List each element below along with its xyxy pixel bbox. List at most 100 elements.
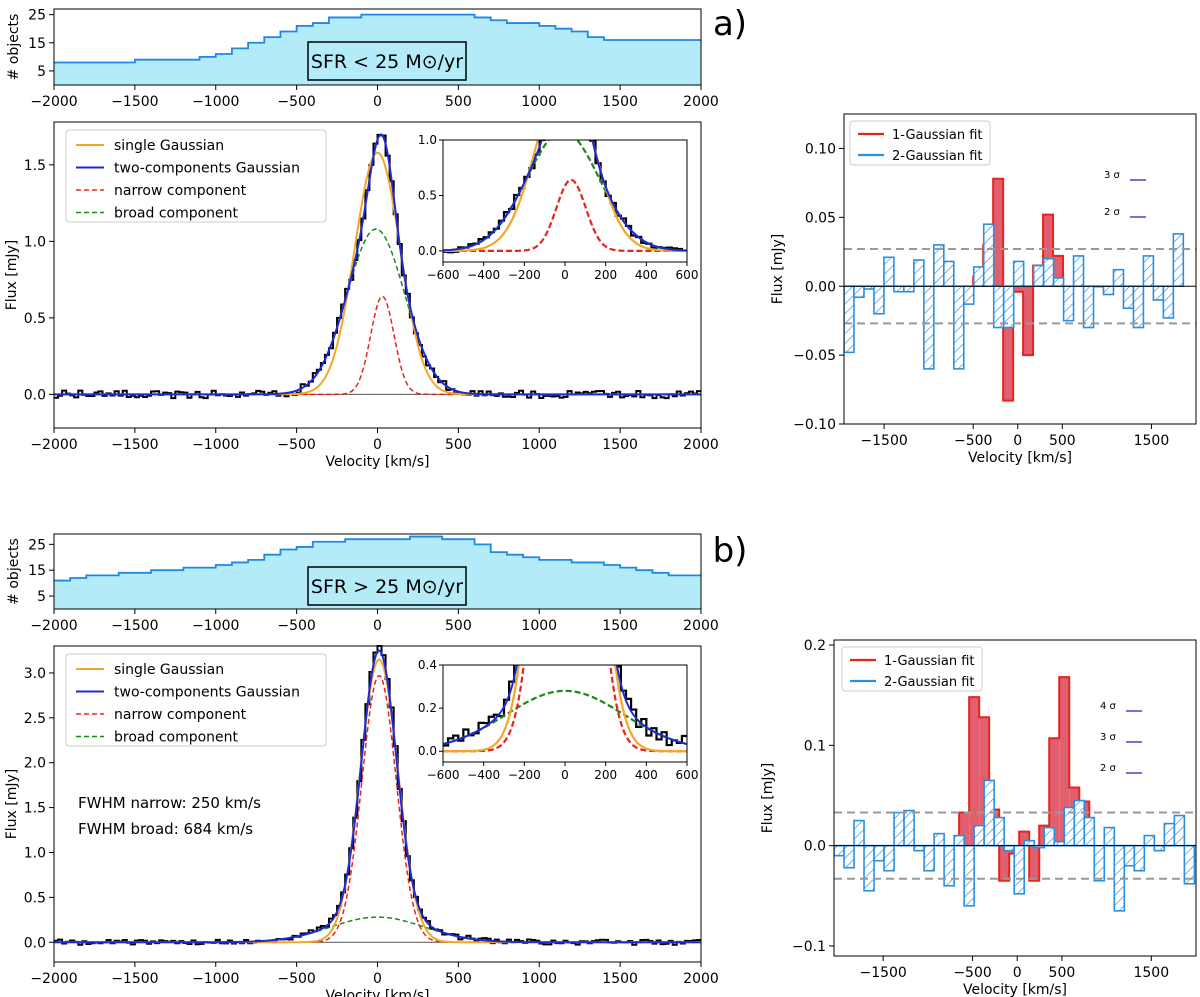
a_spec-xlabel: Velocity [km/s] [325,454,429,470]
a_resid-two-gauss-bar [962,285,975,305]
a_hist-xtick-label: 1000 [521,94,557,110]
b_resid-xtick-label: 500 [1049,965,1076,981]
b_spec-ytick-label: 2.0 [24,756,46,772]
b_spec-xtick-label: −500 [277,971,315,987]
b_spec-inset-two-components-Gaussian-curve [443,665,687,746]
b_spec-xtick-label: 2000 [683,971,719,987]
a_hist-xtick-label: −2000 [30,94,77,110]
b_resid-two-gauss-bar [1153,844,1166,852]
a_hist-xtick-label: 2000 [683,94,719,110]
a_resid-two-gauss-bar [1132,285,1145,329]
b_resid-two-gauss-bar [873,844,885,862]
a_resid-ytick-label: 0.10 [805,141,836,157]
b_hist-xtick-label: 0 [373,618,382,634]
a_resid-two-gauss-bar [972,266,985,288]
b_resid-one-gauss-bar [1029,845,1040,881]
b_resid-xtick-label: 0 [1013,965,1022,981]
a_resid-two-gauss-bar [1112,268,1125,288]
a_resid-ytick-label: −0.10 [793,417,836,433]
b_spec-xtick-label: −1500 [111,971,158,987]
b_spec-inset-xtick-label: 0 [561,768,569,782]
b_spec-inset-bg [443,665,687,762]
b_resid-xtick-label: −500 [953,965,991,981]
a_spec-ylabel: Flux [mJy] [4,240,20,311]
b_spec-ytick-label: 0.5 [24,890,46,906]
b_resid-xtick-label: 1500 [1133,965,1169,981]
a_hist-title-box [307,41,467,81]
a_resid-two-gauss-bar [1062,285,1075,322]
a_resid-two-gauss-bar [1102,285,1115,296]
b_spec-inset: −600 −400 −200 0 200 400 600 0.0 0.2 0.4 [418,658,699,782]
b_spec-axes: −2000 −1500 −1000 −500 0 500 1000 1500 20000.00.… [4,645,719,997]
a_resid-xlabel: Velocity [km/s] [968,450,1072,466]
a_resid-two-gauss-bar [1002,285,1015,329]
b_spec-two-components-Gaussian-curve [54,649,701,944]
b_spec-inset-xtick-label: 400 [635,768,658,782]
a_resid-sigma-label: 2 σ [1104,207,1121,218]
a_spec-xtick-label: −1500 [111,437,158,453]
a_hist-ytick-label: 15 [28,36,46,52]
b_hist-ytick-label: 25 [28,537,46,553]
b_resid-two-gauss-bar [883,844,895,872]
b_hist-xtick-label: −500 [277,618,315,634]
a_spec-inset-ytick-label: 0.5 [418,188,437,202]
b_resid-two-gauss-bar [1053,840,1066,847]
a_resid-ytick-label: 0.05 [805,210,836,226]
a_resid-legend-label: 1-Gaussian fit [892,128,983,143]
a_resid-xtick-label: −1500 [860,433,907,449]
a_hist-xtick-label: 1500 [602,94,638,110]
b_resid-two-gauss-bar [943,844,955,887]
a_spec-ytick-label: 1.0 [24,234,46,250]
a_resid-two-gauss-bar [1012,260,1025,288]
a_resid-two-gauss-bar [853,285,865,299]
a_resid-axes: −1500 −500 0 500 1500 −0.10 −0.05 0.00 0.05 0.10 V… [770,113,1197,466]
b_spec-legend-label: single Gaussian [114,662,224,678]
b_hist-ylabel: # objects [6,538,22,605]
b_resid-two-gauss-bar [1013,844,1026,895]
b_spec-inset-xtick-label: −400 [467,768,500,782]
a_resid-two-gauss-bar [952,285,965,370]
a_spec-narrow-component-curve [54,295,701,396]
b_resid-two-gauss-bar [1103,826,1116,847]
a_hist-xtick-label: −1000 [192,94,239,110]
b_spec-annotation: FWHM broad: 684 km/s [78,820,253,838]
b_resid-content [834,676,1196,912]
a_resid-one-gauss-bar [1013,286,1024,292]
b_resid-two-gauss-bar [1133,844,1146,872]
a_resid-one-gauss-bar [1023,286,1034,356]
a_resid-ytick-label: −0.05 [793,348,836,364]
a_spec-inset: −600 −400 −200 0 200 400 600 0.0 0.5 1.0 [418,133,699,282]
b_spec-xtick-label: 500 [445,971,472,987]
a_spec-inset-xtick-label: −400 [467,268,500,282]
a_spec-xtick-label: −1000 [192,437,239,453]
a_spec-legend-label: broad component [114,206,239,222]
b_resid-one-gauss-bar [1019,831,1030,846]
a_resid-two-gauss-bar [1082,285,1095,329]
a_spec-ytick-label: 0.0 [24,387,46,403]
a_resid-ylabel: Flux [mJy] [770,234,786,305]
b_resid-one-gauss-bar [999,845,1010,881]
b_resid-xlabel: Velocity [km/s] [963,982,1067,997]
b_resid-ytick-label: 0.1 [804,738,826,754]
b_spec-inset-xtick-label: −200 [508,768,541,782]
a_resid-two-gauss-bar [1032,264,1045,288]
b_resid-two-gauss-bar [843,844,855,869]
b_spec-ytick-label: 1.5 [24,801,46,817]
b_resid-two-gauss-bar [1123,844,1136,867]
b_spec-legend-label: two-components Gaussian [114,685,300,701]
a_resid-two-gauss-bar [933,244,945,288]
b_spec-xtick-label: 0 [373,971,382,987]
a_spec-xtick-label: 0 [373,437,382,453]
b_spec-inset-observed [443,665,687,747]
a_resid-one-gauss-bar [993,178,1004,287]
a_resid-xtick-label: −500 [954,433,992,449]
b_resid-two-gauss-bar [1023,839,1036,847]
a_hist-xtick-label: 0 [373,94,382,110]
b_resid-sigma-label: 3 σ [1100,732,1117,743]
a_resid-xtick-label: 500 [1049,433,1076,449]
b_hist-xtick-label: −1000 [192,618,239,634]
a_resid-two-gauss-bar [1072,255,1085,288]
b_spec-ytick-label: 0.0 [24,935,46,951]
b_spec-inset-single-Gaussian-curve [443,665,687,753]
a_resid-two-gauss-bar [943,260,955,288]
